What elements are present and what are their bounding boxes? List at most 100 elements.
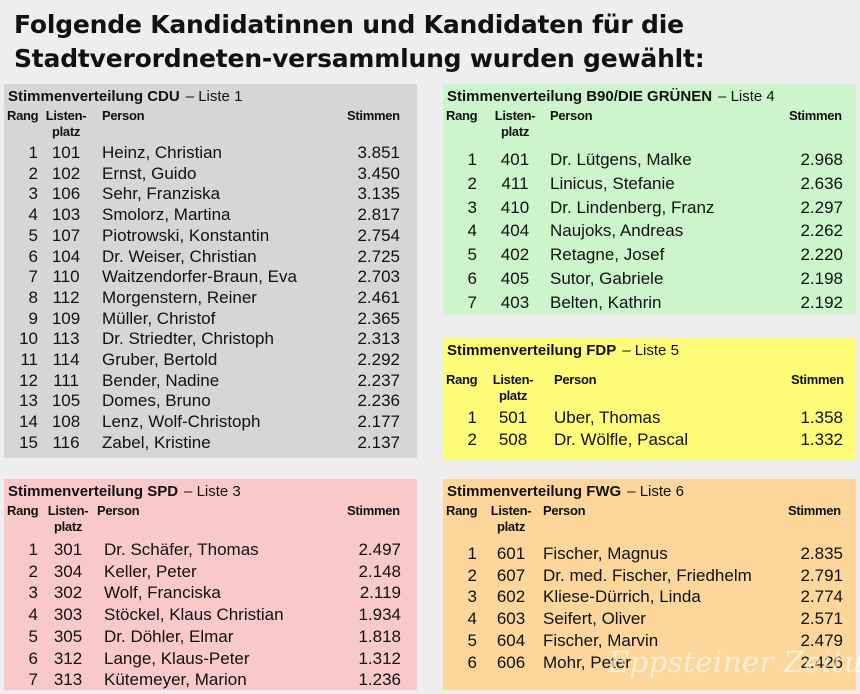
cell-listenplatz: 106 <box>51 184 81 203</box>
cell-stimmen: 3.851 <box>357 143 400 162</box>
cell-stimmen: 2.791 <box>800 566 843 585</box>
cell-stimmen: 2.365 <box>357 309 400 328</box>
table-row: 1 101 Heinz, Christian 3.851 <box>4 143 417 163</box>
table-row: 5 402 Retagne, Josef 2.220 <box>443 245 856 265</box>
cell-rang: 4 <box>28 205 38 224</box>
table-row: 6 606 Mohr, Peter 2.426 <box>443 653 856 673</box>
cell-person: Fischer, Marvin <box>543 631 659 650</box>
table-row: 2 304 Keller, Peter 2.148 <box>4 562 417 582</box>
table-row: 2 102 Ernst, Guido 3.450 <box>4 164 417 184</box>
cell-rang: 1 <box>467 150 477 169</box>
col-header-listenplatz: Listen-platz <box>44 108 88 140</box>
cell-person: Keller, Peter <box>104 562 197 581</box>
cell-stimmen: 2.192 <box>800 293 843 312</box>
cell-stimmen: 2.817 <box>357 205 400 224</box>
table-row: 3 302 Wolf, Franciska 2.119 <box>4 583 417 603</box>
cell-stimmen: 2.262 <box>800 221 843 240</box>
cell-person: Uber, Thomas <box>554 408 661 427</box>
box-title-prefix: Stimmenverteilung <box>447 342 583 359</box>
cell-stimmen: 2.497 <box>358 540 401 559</box>
cell-person: Dr. Striedter, Christoph <box>102 329 274 348</box>
table-row: 8 112 Morgenstern, Reiner 2.461 <box>4 288 417 308</box>
table-row: 12 111 Bender, Nadine 2.237 <box>4 371 417 391</box>
col-header-listen-line2: platz <box>496 519 526 534</box>
cell-person: Heinz, Christian <box>102 143 222 162</box>
results-box-cdu: Stimmenverteilung CDU – Liste 1 Rang Listen… <box>4 84 417 458</box>
cell-listenplatz: 116 <box>52 433 80 452</box>
col-header-stimmen: Stimmen <box>791 372 844 387</box>
box-title-separator: – <box>185 88 195 105</box>
cell-rang: 6 <box>467 269 477 288</box>
cell-stimmen: 3.450 <box>357 164 400 183</box>
col-header-rang: Rang <box>7 108 39 123</box>
table-row: 1 401 Dr. Lütgens, Malke 2.968 <box>443 150 856 170</box>
cell-rang: 6 <box>28 247 38 266</box>
col-header-stimmen: Stimmen <box>347 503 400 518</box>
table-row: 9 109 Müller, Christof 2.365 <box>4 309 417 329</box>
cell-listenplatz: 602 <box>496 587 526 606</box>
cell-listenplatz: 601 <box>496 544 526 563</box>
cell-person: Smolorz, Martina <box>102 205 231 224</box>
cell-person: Belten, Kathrin <box>550 293 662 312</box>
col-header-listen-line1: Listen- <box>490 503 532 518</box>
table-row: 3 410 Dr. Lindenberg, Franz 2.297 <box>443 198 856 218</box>
cell-rang: 5 <box>28 226 38 245</box>
col-header-listen-line2: platz <box>51 124 81 139</box>
box-title-list: Liste 6 <box>639 483 684 500</box>
cell-listenplatz: 111 <box>53 371 79 390</box>
cell-stimmen: 2.198 <box>800 269 843 288</box>
table-row: 2 508 Dr. Wölfle, Pascal 1.332 <box>443 430 856 450</box>
box-title-separator: – <box>184 483 193 500</box>
table-row: 13 105 Domes, Bruno 2.236 <box>4 391 417 411</box>
cell-listenplatz: 410 <box>500 198 530 217</box>
cell-listenplatz: 109 <box>51 309 81 328</box>
box-title-party: CDU <box>147 88 180 105</box>
cell-listenplatz: 313 <box>53 670 83 689</box>
table-row: 1 301 Dr. Schäfer, Thomas 2.497 <box>4 540 417 560</box>
cell-person: Wolf, Franciska <box>104 583 221 602</box>
cell-person: Gruber, Bertold <box>102 350 218 369</box>
results-box-gruene: Stimmenverteilung B90/DIE GRÜNEN – Liste … <box>443 84 856 315</box>
cell-stimmen: 2.774 <box>800 587 843 606</box>
cell-rang: 12 <box>19 371 38 390</box>
cell-person: Kliese-Dürrich, Linda <box>543 587 701 606</box>
cell-person: Mohr, Peter <box>543 653 631 672</box>
cell-listenplatz: 411 <box>501 174 529 193</box>
table-row: 4 603 Seifert, Oliver 2.571 <box>443 609 856 629</box>
results-box-spd: Stimmenverteilung SPD – Liste 3 Rang Listen… <box>4 479 417 690</box>
cell-listenplatz: 105 <box>51 391 81 410</box>
results-box-fwg: Stimmenverteilung FWG – Liste 6 Rang Listen… <box>443 479 856 690</box>
col-header-stimmen: Stimmen <box>789 108 842 123</box>
cell-person: Waitzendorfer-Braun, Eva <box>102 267 297 286</box>
box-title-party: FWG <box>586 483 622 500</box>
col-header-person: Person <box>554 372 597 387</box>
cell-stimmen: 2.236 <box>357 391 400 410</box>
col-header-listen-line1: Listen- <box>47 503 89 518</box>
cell-rang: 15 <box>19 433 38 452</box>
box-title-separator: – <box>622 342 631 359</box>
cell-listenplatz: 604 <box>496 631 526 650</box>
col-header-rang: Rang <box>446 372 478 387</box>
cell-person: Sehr, Franziska <box>102 184 221 203</box>
box-title-party: SPD <box>147 483 179 500</box>
cell-listenplatz: 112 <box>52 288 80 307</box>
cell-listenplatz: 606 <box>496 653 526 672</box>
cell-rang: 10 <box>19 329 38 348</box>
cell-stimmen: 2.426 <box>800 653 843 672</box>
col-header-person: Person <box>102 108 145 123</box>
col-header-rang: Rang <box>446 503 478 518</box>
cell-rang: 13 <box>19 391 38 410</box>
table-row: 4 303 Stöckel, Klaus Christian 1.934 <box>4 605 417 625</box>
cell-listenplatz: 401 <box>500 150 530 169</box>
cell-person: Lange, Klaus-Peter <box>104 649 250 668</box>
table-row: 1 501 Uber, Thomas 1.358 <box>443 408 856 428</box>
cell-stimmen: 2.968 <box>800 150 843 169</box>
box-title-prefix: Stimmenverteilung <box>447 88 583 105</box>
cell-listenplatz: 303 <box>53 605 83 624</box>
box-title-prefix: Stimmenverteilung <box>8 88 144 105</box>
cell-rang: 2 <box>28 164 38 183</box>
cell-listenplatz: 113 <box>52 329 80 348</box>
cell-rang: 1 <box>28 143 38 162</box>
cell-rang: 11 <box>20 350 38 369</box>
cell-listenplatz: 101 <box>51 143 81 162</box>
